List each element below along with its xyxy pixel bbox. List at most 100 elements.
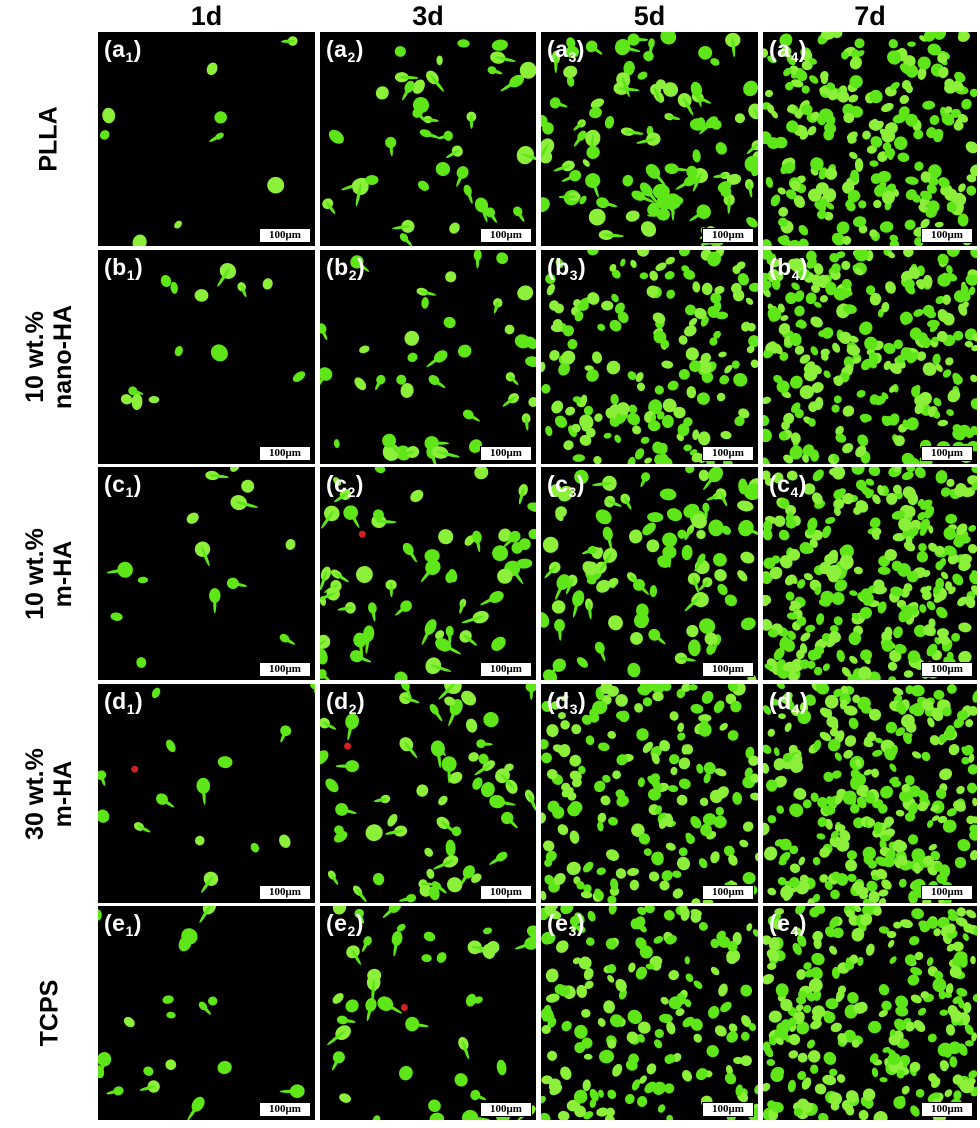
panel-letter: b [555,254,570,280]
live-cell [546,283,555,296]
panel-index: 2 [347,484,356,500]
live-cell [746,345,755,354]
live-cell [896,1095,905,1104]
live-cell [586,369,599,382]
live-cell [894,643,907,654]
live-cell [561,350,576,365]
panel-letter: e [112,910,126,936]
live-cell [123,1016,135,1028]
live-cell [965,719,974,728]
live-cell [954,71,966,83]
live-cell [631,1079,641,1091]
live-cell [818,561,832,575]
live-cell [375,86,389,100]
live-cell [884,147,896,159]
scale-bar: 100μm [480,446,532,461]
live-cell [719,722,728,731]
live-cell [818,198,828,208]
live-cell [963,744,974,756]
live-cell [637,1021,651,1034]
live-cell [783,67,792,77]
live-cell [878,889,889,897]
live-cell [869,89,883,104]
live-cell [279,834,291,848]
live-cell [588,208,606,226]
cell-process [202,782,206,805]
live-cell [946,478,955,487]
live-cell [937,253,949,265]
live-cell [740,984,753,997]
live-cell [817,797,828,808]
live-cell [578,956,592,970]
cell-process [354,260,370,272]
live-cell [941,113,955,126]
live-cell [773,374,783,384]
panel-letter: a [777,36,791,62]
live-cell [541,1095,546,1104]
live-cell [939,768,953,781]
live-cell [616,402,630,416]
live-cell [786,54,796,66]
live-cell [752,929,758,937]
live-cell [763,619,773,631]
live-cell [604,1114,615,1120]
live-cell [491,39,508,51]
live-cell [809,1064,819,1074]
live-cell [677,529,687,539]
live-cell [726,173,742,185]
live-cell [801,85,810,94]
panel-index: 3 [569,701,579,717]
panel-index: 3 [569,267,579,283]
live-cell [740,1031,750,1041]
live-cell [813,666,823,676]
live-cell [849,655,858,664]
live-cell [560,906,574,915]
live-cell [627,412,641,426]
cell-process [603,233,624,238]
panel-index: 2 [347,923,356,939]
live-cell [541,931,555,945]
scale-bar: 100μm [480,662,532,677]
live-cell [410,489,424,503]
scale-bar: 100μm [259,228,311,243]
live-cell [835,838,850,852]
live-cell [750,773,758,783]
live-cell [887,939,895,948]
live-cell [944,581,953,591]
cell-process [351,949,361,965]
live-cell [616,754,628,766]
live-cell [764,89,774,98]
live-cell [557,824,569,836]
live-cell [939,1045,951,1055]
live-cell [972,333,977,342]
live-cell [797,1070,807,1081]
live-cell [831,592,845,605]
live-cell [823,370,831,379]
live-cell [626,1031,638,1044]
live-cell [585,937,595,946]
live-cell [944,106,953,114]
live-cell [789,863,801,874]
cell-process [667,115,681,120]
cell-process [490,69,503,75]
cell-process [448,704,458,727]
live-cell [558,712,566,720]
cell-process [591,177,599,198]
live-cell [672,888,684,899]
live-cell [635,372,644,383]
live-cell [893,136,908,150]
live-cell [496,1059,507,1076]
live-cell [659,880,670,891]
live-cell [860,913,873,926]
live-cell [895,1006,909,1017]
live-cell [636,728,649,741]
cell-process [199,906,212,923]
live-cell [593,456,602,464]
live-cell [800,632,811,642]
live-cell [812,1005,826,1019]
live-cell [918,543,927,552]
live-cell [914,394,925,407]
live-cell [818,598,831,607]
live-cell [766,779,778,792]
